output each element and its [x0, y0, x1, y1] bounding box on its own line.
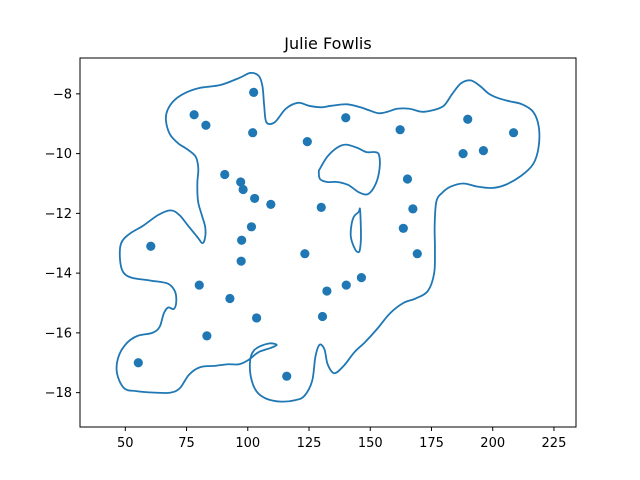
scatter-point-34	[463, 114, 473, 124]
contour-line-1	[115, 72, 541, 403]
y-tick-label: −16	[45, 326, 72, 341]
x-tick-label: 50	[117, 436, 134, 451]
x-tick-label: 150	[358, 436, 383, 451]
scatter-point-10	[236, 256, 246, 266]
scatter-point-6	[202, 331, 212, 341]
scatter-point-23	[317, 311, 328, 322]
scatter-point-14	[248, 128, 258, 138]
scatter-point-24	[322, 286, 332, 296]
y-tick-label: −18	[45, 386, 72, 401]
y-tick-label: −8	[53, 87, 72, 102]
scatter-point-13	[246, 222, 257, 232]
scatter-point-28	[395, 125, 405, 135]
scatter-point-30	[402, 174, 413, 184]
scatter-point-11	[237, 235, 247, 245]
scatter-point-18	[266, 199, 276, 209]
scatter-point-17	[252, 313, 262, 323]
scatter-point-25	[341, 113, 351, 123]
scatter-point-35	[478, 146, 489, 156]
scatter-point-16	[250, 193, 260, 204]
scatter-point-26	[341, 280, 351, 290]
x-tick-label: 100	[235, 436, 260, 451]
scatter-point-36	[508, 128, 519, 138]
x-tick-label: 225	[542, 436, 567, 451]
scatter-point-4	[194, 280, 204, 290]
scatter-point-19	[282, 371, 292, 381]
contour-line-2	[317, 143, 381, 196]
scatter-point-2	[146, 241, 156, 251]
plot-area	[115, 72, 541, 403]
scatter-point-20	[300, 249, 310, 259]
scatter-point-31	[408, 204, 418, 214]
scatter-point-22	[316, 202, 326, 212]
y-tick-label: −12	[45, 207, 72, 222]
axes-frame	[79, 57, 577, 428]
scatter-point-9	[236, 177, 246, 187]
scatter-point-1	[133, 358, 143, 368]
y-tick-label: −14	[45, 267, 72, 282]
scatter-point-8	[225, 293, 235, 304]
contour-line-3	[349, 207, 362, 254]
y-tick-label: −10	[45, 147, 72, 162]
scatter-point-21	[302, 137, 312, 147]
axes: 50 75 100 125 150 175 200 225 −18 −16 −14 −12 −10 −8	[45, 57, 577, 451]
chart-title: Julie Fowlis	[283, 34, 371, 53]
scatter-point-12	[238, 184, 248, 195]
x-tick-label: 200	[480, 436, 505, 451]
x-tick-label: 75	[178, 436, 195, 451]
scatter-point-7	[220, 169, 230, 180]
scatter-point-5	[201, 120, 211, 130]
scatter-point-3	[189, 110, 199, 120]
scatter-point-29	[398, 223, 408, 233]
x-tick-label: 175	[419, 436, 444, 451]
x-tick-label: 125	[297, 436, 322, 451]
scatter-point-32	[412, 249, 422, 259]
scatter-point-33	[458, 149, 468, 159]
scatter-point-15	[249, 87, 259, 97]
scatter-point-27	[356, 273, 367, 283]
